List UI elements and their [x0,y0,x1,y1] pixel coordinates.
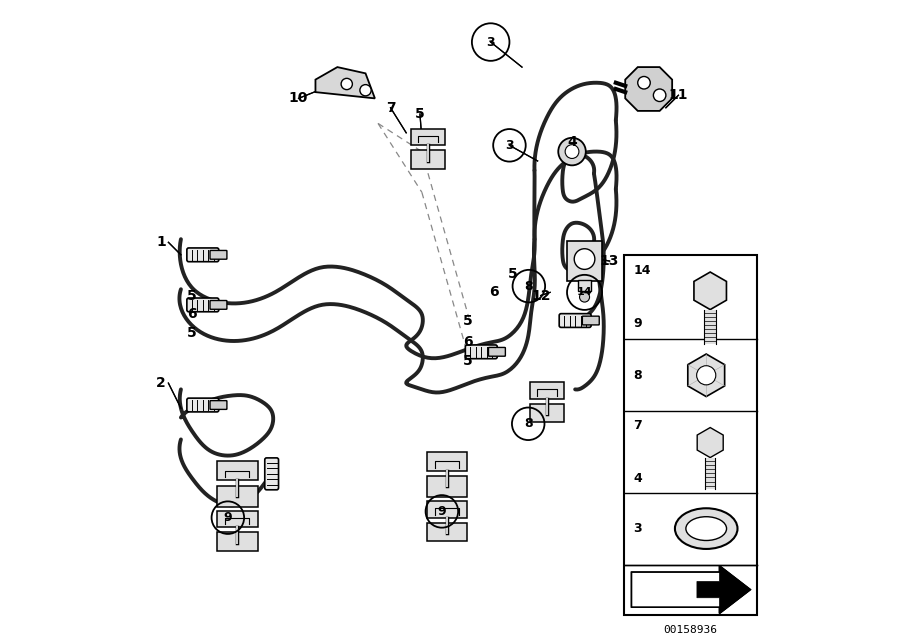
FancyBboxPatch shape [582,316,599,325]
Circle shape [341,78,353,90]
Text: 10: 10 [289,92,309,106]
FancyBboxPatch shape [217,511,257,527]
Polygon shape [632,566,751,613]
FancyBboxPatch shape [489,347,506,356]
Ellipse shape [686,516,726,541]
FancyBboxPatch shape [210,251,227,259]
Circle shape [580,292,590,302]
Text: 5: 5 [463,354,473,368]
Text: 3: 3 [486,36,495,48]
Text: 9: 9 [437,505,446,518]
Text: 6: 6 [489,286,499,300]
FancyBboxPatch shape [210,300,227,309]
FancyBboxPatch shape [530,382,564,399]
Polygon shape [632,566,751,613]
Circle shape [653,89,666,102]
FancyBboxPatch shape [530,404,564,422]
Text: 5: 5 [187,326,197,340]
Text: 8: 8 [524,417,533,431]
Ellipse shape [675,508,737,549]
Text: 8: 8 [634,369,642,382]
FancyBboxPatch shape [427,476,467,497]
FancyBboxPatch shape [465,345,497,359]
FancyBboxPatch shape [427,523,467,541]
Text: 1: 1 [156,235,166,249]
Text: 12: 12 [531,289,551,303]
Text: 4: 4 [634,473,642,485]
Text: 4: 4 [567,135,577,149]
FancyBboxPatch shape [427,501,467,518]
Text: 14: 14 [577,287,592,298]
FancyBboxPatch shape [217,485,257,507]
FancyBboxPatch shape [187,298,219,312]
Text: 5: 5 [415,107,425,121]
Circle shape [697,366,716,385]
Circle shape [565,145,579,158]
FancyBboxPatch shape [187,398,219,412]
FancyBboxPatch shape [210,401,227,410]
FancyBboxPatch shape [187,248,219,261]
FancyBboxPatch shape [567,241,602,281]
Polygon shape [688,354,724,397]
Polygon shape [698,427,724,457]
Polygon shape [697,566,751,613]
Polygon shape [316,67,375,99]
Text: 9: 9 [223,511,232,524]
Text: 3: 3 [634,522,642,535]
Text: 00158936: 00158936 [663,625,717,635]
Text: 5: 5 [463,314,473,328]
Text: 3: 3 [505,139,514,152]
FancyBboxPatch shape [411,151,446,169]
Circle shape [558,138,586,165]
Text: 7: 7 [634,418,642,432]
FancyBboxPatch shape [578,280,591,291]
Polygon shape [626,67,672,111]
Text: 9: 9 [634,317,642,330]
Circle shape [360,85,371,96]
Text: 14: 14 [634,264,651,277]
Text: 6: 6 [463,335,473,349]
Text: 5: 5 [508,266,518,280]
FancyBboxPatch shape [624,255,757,614]
FancyBboxPatch shape [265,458,278,490]
Text: 7: 7 [386,100,395,114]
Circle shape [574,249,595,270]
FancyBboxPatch shape [427,452,467,471]
Text: 6: 6 [187,307,197,321]
Polygon shape [694,272,726,310]
Text: 8: 8 [525,280,533,293]
Text: 11: 11 [669,88,689,102]
Text: 5: 5 [187,289,197,303]
FancyBboxPatch shape [559,314,591,328]
Circle shape [638,76,650,89]
FancyBboxPatch shape [217,532,257,551]
FancyBboxPatch shape [411,129,446,145]
FancyBboxPatch shape [217,461,257,480]
Text: 13: 13 [600,254,619,268]
Text: 2: 2 [156,376,166,390]
